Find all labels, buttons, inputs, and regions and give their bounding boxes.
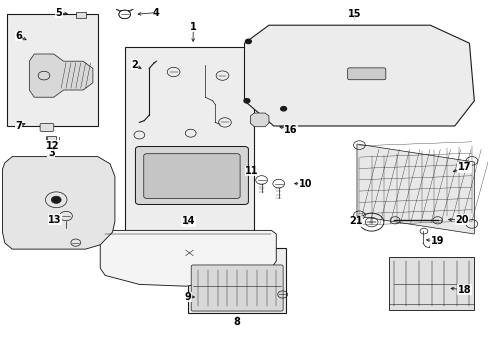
- Text: 20: 20: [454, 215, 468, 225]
- FancyBboxPatch shape: [191, 265, 283, 311]
- Circle shape: [245, 39, 251, 44]
- Circle shape: [280, 107, 286, 111]
- FancyBboxPatch shape: [135, 147, 248, 204]
- Text: 15: 15: [347, 9, 361, 19]
- FancyBboxPatch shape: [188, 248, 285, 313]
- Text: 19: 19: [430, 236, 444, 246]
- Text: 6: 6: [15, 31, 22, 41]
- Text: 1: 1: [189, 22, 196, 32]
- Text: 7: 7: [15, 121, 22, 131]
- FancyBboxPatch shape: [124, 47, 254, 270]
- Text: 12: 12: [46, 141, 60, 151]
- Text: 8: 8: [233, 317, 240, 327]
- Text: 13: 13: [48, 215, 61, 225]
- Text: 14: 14: [181, 216, 195, 226]
- FancyBboxPatch shape: [143, 154, 240, 198]
- Text: 5: 5: [55, 8, 62, 18]
- Text: 9: 9: [184, 292, 191, 302]
- Text: 4: 4: [153, 8, 160, 18]
- Text: 11: 11: [244, 166, 258, 176]
- Text: 3: 3: [48, 148, 55, 158]
- Polygon shape: [250, 113, 268, 127]
- FancyBboxPatch shape: [40, 123, 54, 131]
- FancyBboxPatch shape: [7, 14, 98, 126]
- Polygon shape: [356, 144, 473, 234]
- Circle shape: [244, 99, 249, 103]
- Polygon shape: [29, 54, 93, 97]
- Polygon shape: [100, 230, 276, 286]
- FancyBboxPatch shape: [347, 68, 385, 80]
- Polygon shape: [2, 157, 115, 249]
- Text: 16: 16: [284, 125, 297, 135]
- FancyBboxPatch shape: [47, 136, 56, 141]
- Polygon shape: [244, 25, 473, 126]
- Text: 21: 21: [348, 216, 362, 226]
- Circle shape: [51, 196, 61, 203]
- Text: 18: 18: [457, 285, 470, 295]
- Text: 2: 2: [131, 60, 138, 70]
- Text: 10: 10: [298, 179, 312, 189]
- FancyBboxPatch shape: [76, 12, 85, 18]
- Text: 17: 17: [457, 162, 470, 172]
- FancyBboxPatch shape: [388, 257, 473, 310]
